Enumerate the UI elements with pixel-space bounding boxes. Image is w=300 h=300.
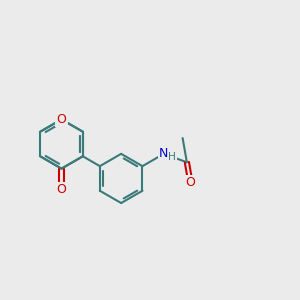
Text: O: O: [57, 183, 66, 196]
Text: N: N: [159, 147, 168, 160]
Text: H: H: [168, 152, 176, 161]
Text: O: O: [57, 113, 66, 126]
Text: O: O: [186, 176, 195, 189]
